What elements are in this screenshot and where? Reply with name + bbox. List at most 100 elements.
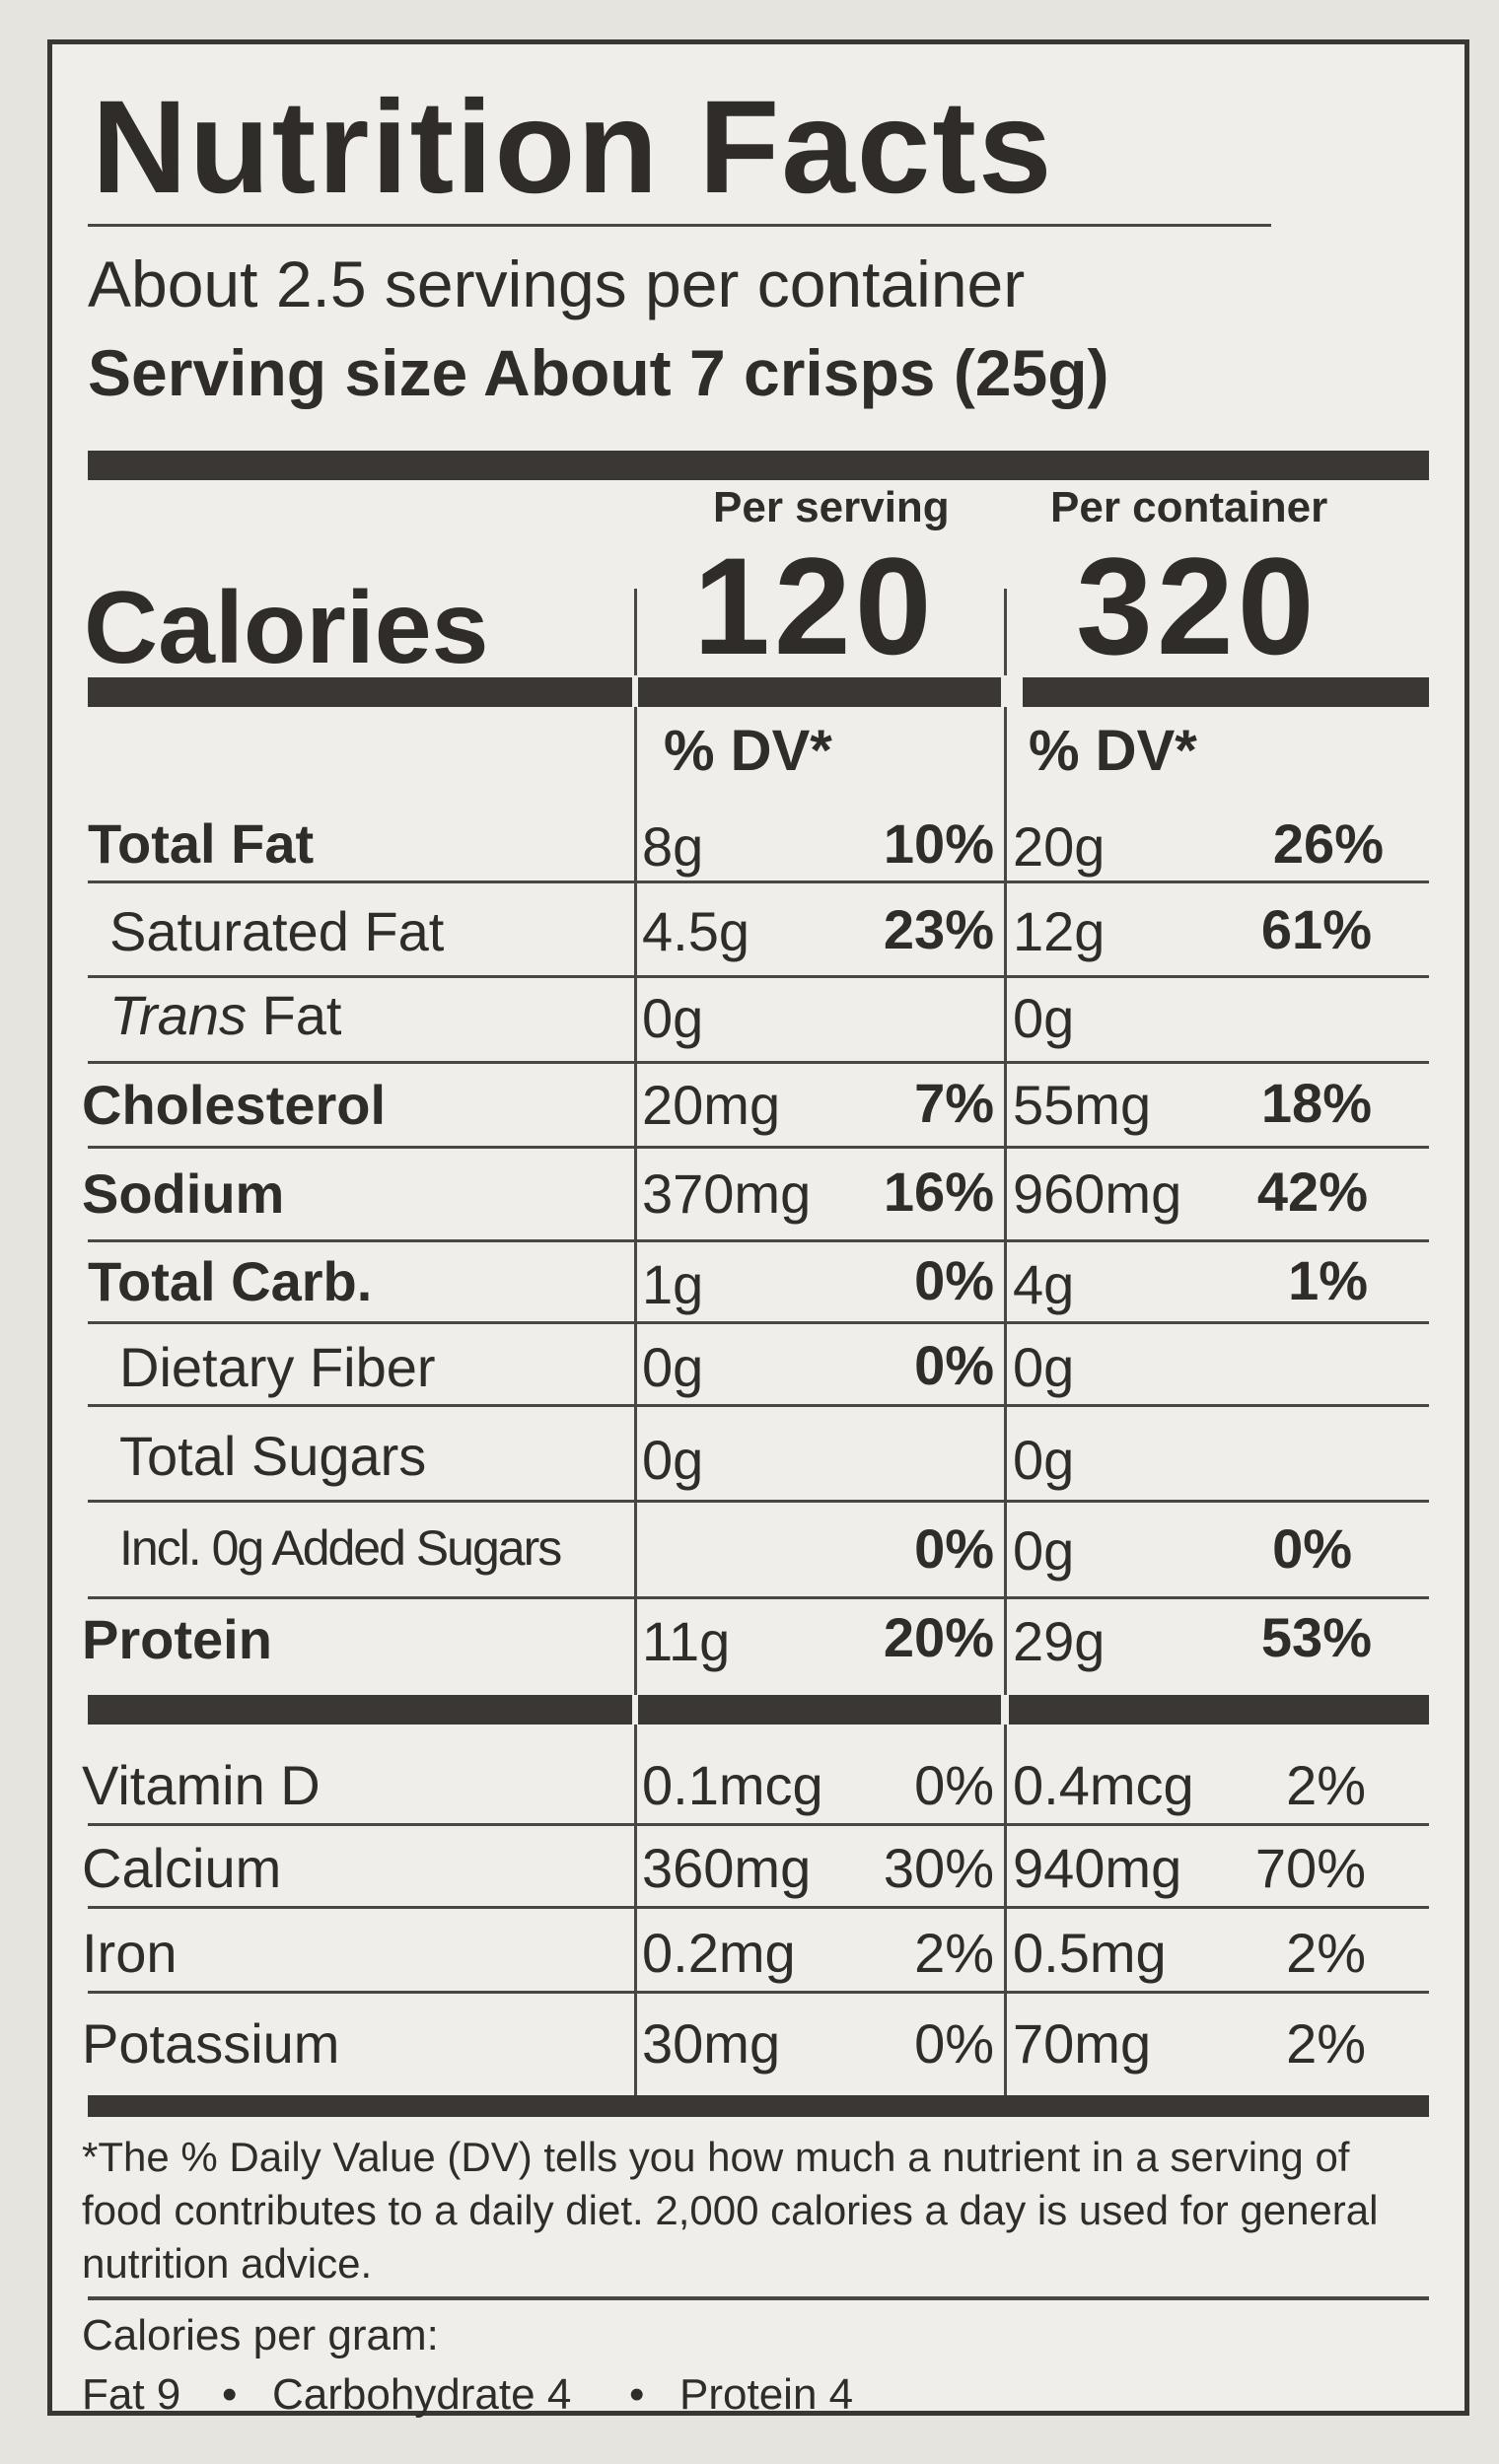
serving-amount-cholesterol: 20mg [642, 1074, 781, 1136]
daily-value-footnote: *The % Daily Value (DV) tells you how mu… [82, 2134, 1379, 2287]
calories-column-divider-2 [1004, 589, 1007, 675]
thick-divider-vitamins-right [1009, 1695, 1429, 1725]
vitamin-container-amount-potassium: 70mg [1013, 2012, 1152, 2075]
calories-label: Calories [84, 571, 489, 685]
vitamin-serving-amount-potassium: 30mg [642, 2012, 781, 2075]
column-divider-2 [1004, 707, 1007, 1695]
serving-size: Serving size About 7 crisps (25g) [88, 336, 1109, 409]
serving-dv-sodium: 16% [883, 1161, 994, 1223]
container-amount-sodium: 960mg [1013, 1162, 1182, 1225]
serving-dv-added-sugars: 0% [914, 1517, 994, 1580]
serving-dv-total-fat: 10% [883, 812, 994, 875]
serving-amount-sodium: 370mg [642, 1162, 812, 1225]
trans-fat-suffix: Fat [261, 984, 342, 1046]
container-dv-cholesterol: 18% [1260, 1072, 1372, 1134]
nutrient-name-total-sugars: Total Sugars [119, 1425, 427, 1487]
title-divider [88, 224, 1271, 227]
thick-divider-vitamins-mid [638, 1695, 1001, 1725]
thick-divider-calories-left [88, 677, 632, 707]
container-dv-sodium: 42% [1256, 1161, 1368, 1223]
nutrient-name-saturated-fat: Saturated Fat [109, 900, 445, 962]
calories-per-container: 320 [1076, 528, 1319, 683]
container-amount-protein: 29g [1013, 1610, 1106, 1672]
container-amount-saturated-fat: 12g [1013, 900, 1106, 962]
container-amount-total-sugars: 0g [1013, 1429, 1075, 1491]
serving-dv-cholesterol: 7% [914, 1072, 994, 1134]
calories-per-gram-carbohydrate: Carbohydrate 4 [272, 2370, 572, 2419]
vitamin-name-iron: Iron [82, 1922, 178, 1984]
vitamin-name-vitamin-d: Vitamin D [82, 1754, 321, 1816]
vitamin-serving-dv-iron: 2% [914, 1922, 994, 1984]
vitamin-serving-amount-vitamin-d: 0.1mcg [642, 1754, 823, 1816]
nutrient-name-protein: Protein [82, 1608, 272, 1670]
serving-amount-total-carb: 1g [642, 1253, 704, 1315]
serving-amount-total-sugars: 0g [642, 1429, 704, 1491]
nutrient-name-total-carb: Total Carb. [88, 1250, 373, 1312]
row-divider [88, 1404, 1429, 1407]
nutrient-name-added-sugars: Incl. 0g Added Sugars [119, 1520, 562, 1576]
row-divider [88, 1596, 1429, 1599]
row-divider [88, 1906, 1429, 1909]
nutrient-name-cholesterol: Cholesterol [82, 1074, 387, 1136]
thick-divider-vitamins-left [88, 1695, 632, 1725]
vitamin-container-amount-vitamin-d: 0.4mcg [1013, 1754, 1194, 1816]
container-dv-total-fat: 26% [1272, 812, 1384, 875]
row-divider [88, 880, 1429, 883]
serving-dv-saturated-fat: 23% [883, 898, 994, 960]
nutrition-label: Nutrition Facts About 2.5 servings per c… [47, 39, 1469, 2419]
container-amount-dietary-fiber: 0g [1013, 1336, 1075, 1398]
per-serving-header: Per serving [713, 483, 950, 531]
thick-divider-footer [88, 2095, 1429, 2117]
vitamin-container-dv-calcium: 70% [1254, 1837, 1366, 1899]
row-divider [88, 1500, 1429, 1503]
calories-column-divider-1 [634, 589, 637, 675]
serving-dv-total-carb: 0% [914, 1249, 994, 1311]
thick-divider-calories-right [1023, 677, 1429, 707]
row-divider [88, 975, 1429, 978]
label-title: Nutrition Facts [92, 74, 1054, 221]
column-divider-1 [634, 707, 637, 1695]
serving-dv-protein: 20% [883, 1606, 994, 1668]
vitamin-serving-dv-potassium: 0% [914, 2012, 994, 2075]
vitamin-name-calcium: Calcium [82, 1837, 282, 1899]
per-container-header: Per container [1050, 483, 1328, 531]
bullet-separator: • [629, 2370, 645, 2419]
vitamin-container-amount-iron: 0.5mg [1013, 1922, 1167, 1984]
nutrient-name-sodium: Sodium [82, 1162, 285, 1225]
row-divider [88, 1146, 1429, 1149]
vitamin-column-divider-1 [634, 1725, 637, 2095]
nutrient-name-total-fat: Total Fat [88, 812, 315, 875]
vitamin-serving-dv-vitamin-d: 0% [914, 1754, 994, 1816]
serving-amount-saturated-fat: 4.5g [642, 900, 750, 962]
vitamin-container-dv-potassium: 2% [1286, 2012, 1366, 2075]
vitamin-name-potassium: Potassium [82, 2012, 340, 2075]
row-divider [88, 1321, 1429, 1324]
calories-per-serving: 120 [693, 528, 936, 683]
vitamin-container-dv-vitamin-d: 2% [1286, 1754, 1366, 1816]
container-dv-total-carb: 1% [1288, 1249, 1368, 1311]
row-divider [88, 1823, 1429, 1826]
container-dv-saturated-fat: 61% [1260, 898, 1372, 960]
vitamin-container-amount-calcium: 940mg [1013, 1837, 1182, 1899]
vitamin-serving-amount-iron: 0.2mg [642, 1922, 796, 1984]
serving-amount-trans-fat: 0g [642, 987, 704, 1049]
calories-per-gram-label: Calories per gram: [82, 2311, 439, 2359]
row-divider [88, 1061, 1429, 1064]
container-amount-added-sugars: 0g [1013, 1519, 1075, 1582]
calories-per-gram-protein: Protein 4 [679, 2370, 854, 2419]
vitamin-serving-amount-calcium: 360mg [642, 1837, 812, 1899]
bullet-separator: • [222, 2370, 238, 2419]
trans-prefix: Trans [109, 984, 247, 1046]
serving-amount-total-fat: 8g [642, 815, 704, 878]
calories-per-gram-fat: Fat 9 [82, 2370, 181, 2419]
thick-divider-calories-mid [638, 677, 1001, 707]
vitamin-serving-dv-calcium: 30% [883, 1837, 994, 1899]
container-amount-total-carb: 4g [1013, 1253, 1075, 1315]
container-dv-added-sugars: 0% [1272, 1517, 1352, 1580]
thick-divider-top [88, 451, 1429, 480]
footnote-divider [88, 2296, 1429, 2300]
vitamin-column-divider-2 [1004, 1725, 1007, 2095]
dv-header-container: % DV* [1029, 719, 1197, 783]
serving-dv-dietary-fiber: 0% [914, 1334, 994, 1396]
nutrient-name-dietary-fiber: Dietary Fiber [119, 1336, 436, 1398]
